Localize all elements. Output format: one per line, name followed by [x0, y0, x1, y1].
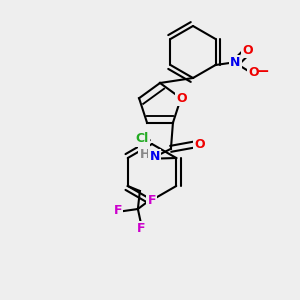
Text: O: O [248, 67, 259, 80]
Text: Cl: Cl [135, 133, 148, 146]
Text: F: F [114, 205, 122, 218]
Text: F: F [136, 223, 145, 236]
Text: O: O [177, 92, 187, 105]
Text: −: − [256, 64, 269, 79]
Text: F: F [148, 194, 156, 208]
Text: O: O [242, 44, 253, 56]
Text: O: O [195, 138, 205, 151]
Text: +: + [239, 50, 246, 59]
Text: H: H [140, 148, 150, 161]
Text: N: N [230, 56, 241, 70]
Text: N: N [150, 150, 160, 163]
